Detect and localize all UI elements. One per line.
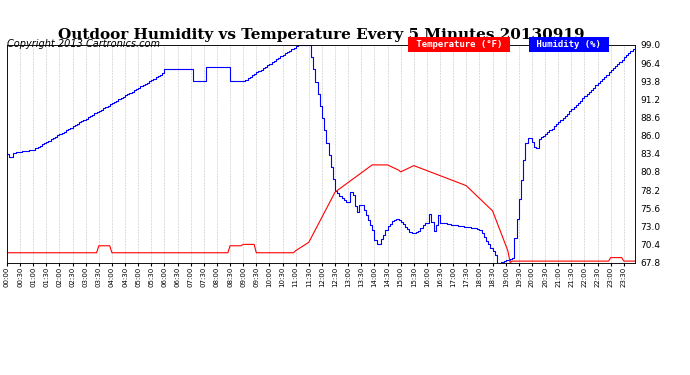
Text: Temperature (°F): Temperature (°F) (411, 40, 507, 49)
Title: Outdoor Humidity vs Temperature Every 5 Minutes 20130919: Outdoor Humidity vs Temperature Every 5 … (57, 28, 584, 42)
Text: Copyright 2013 Cartronics.com: Copyright 2013 Cartronics.com (7, 39, 160, 50)
Text: Humidity (%): Humidity (%) (531, 40, 607, 49)
